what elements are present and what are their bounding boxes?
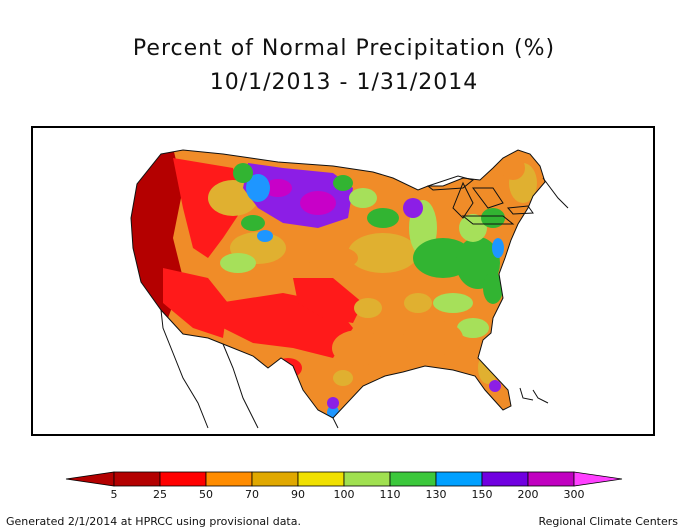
ms-gold bbox=[404, 293, 432, 313]
legend-swatch bbox=[527, 471, 575, 487]
source-credit: Regional Climate Centers bbox=[538, 515, 678, 528]
legend-arrow-left bbox=[65, 471, 115, 487]
legend-swatch bbox=[389, 471, 437, 487]
legend-tick-label: 70 bbox=[245, 488, 259, 501]
pa-green bbox=[481, 208, 505, 228]
florida-purple bbox=[489, 380, 501, 392]
legend-swatch bbox=[113, 471, 161, 487]
legend-swatch bbox=[435, 471, 483, 487]
texas-panhandle-red bbox=[293, 278, 363, 323]
legend-tick-label: 200 bbox=[517, 488, 539, 501]
lake-superior bbox=[426, 175, 475, 191]
lake-michigan bbox=[452, 181, 474, 219]
mt-blue bbox=[246, 174, 270, 202]
rockies-lime bbox=[220, 253, 256, 273]
southeast-orange bbox=[403, 320, 463, 356]
midwest-gold bbox=[348, 233, 418, 273]
legend-colorbar bbox=[65, 471, 623, 487]
base-fill bbox=[131, 150, 545, 418]
montana-magenta bbox=[300, 191, 336, 215]
legend-tick-label: 5 bbox=[110, 488, 118, 501]
precipitation-map bbox=[31, 126, 655, 436]
ga-lime bbox=[457, 318, 489, 338]
california-red bbox=[163, 268, 228, 338]
generated-note: Generated 2/1/2014 at HPRCC using provis… bbox=[6, 515, 301, 528]
legend-swatch bbox=[297, 471, 345, 487]
us-map-svg bbox=[130, 149, 569, 429]
south-tx-gold bbox=[333, 370, 353, 386]
caribbean-island bbox=[532, 389, 549, 404]
dakota-magenta bbox=[264, 179, 292, 197]
state-boundaries bbox=[130, 149, 569, 429]
rockies-green bbox=[241, 215, 265, 231]
tn-lime bbox=[433, 293, 473, 313]
legend-tick-label: 25 bbox=[153, 488, 167, 501]
maine-orange bbox=[501, 156, 525, 180]
lake-erie bbox=[461, 215, 515, 225]
lake-huron bbox=[472, 187, 504, 209]
legend-tick-label: 130 bbox=[425, 488, 447, 501]
legend-swatch bbox=[343, 471, 391, 487]
legend-tick-label: 90 bbox=[291, 488, 305, 501]
mn-lime bbox=[349, 188, 377, 208]
mt-green bbox=[233, 163, 253, 183]
gulf-coast-south bbox=[332, 417, 339, 429]
sw-patch bbox=[274, 358, 302, 378]
legend-tick-label: 110 bbox=[379, 488, 401, 501]
baja-coast bbox=[160, 309, 209, 429]
rio-grande-purple bbox=[327, 397, 339, 409]
legend-arrow-right bbox=[573, 471, 623, 487]
legend-tick-label: 100 bbox=[333, 488, 355, 501]
mexico-coast bbox=[222, 343, 259, 429]
legend-swatch bbox=[159, 471, 207, 487]
legend-swatch bbox=[481, 471, 529, 487]
legend-swatch bbox=[205, 471, 253, 487]
nd-green bbox=[333, 175, 353, 191]
nw-coast-dark bbox=[137, 178, 165, 258]
mn-green bbox=[367, 208, 399, 228]
carolina-green bbox=[483, 272, 503, 304]
map-date-range: 10/1/2013 - 1/31/2014 bbox=[209, 70, 479, 95]
ny-lime bbox=[459, 214, 487, 242]
legend-tick-label: 150 bbox=[471, 488, 493, 501]
precipitation-patches bbox=[131, 150, 545, 418]
map-title: Percent of Normal Precipitation (%) bbox=[132, 36, 556, 61]
michigan-purple bbox=[403, 198, 423, 218]
legend-tick-label: 50 bbox=[199, 488, 213, 501]
us-coastline bbox=[130, 149, 546, 419]
lake-ontario bbox=[507, 205, 534, 215]
legend-tick-label: 300 bbox=[563, 488, 585, 501]
color-legend: 5 25 50 70 90 100 110 130 150 200 300 bbox=[64, 470, 624, 510]
ok-gold bbox=[354, 298, 382, 318]
legend-swatch bbox=[251, 471, 299, 487]
kansas-orange bbox=[308, 246, 358, 270]
coast-blue bbox=[492, 238, 504, 258]
rockies-blue bbox=[257, 230, 273, 242]
nova-scotia bbox=[542, 177, 569, 209]
texas-orange bbox=[332, 330, 384, 366]
bahamas bbox=[519, 387, 534, 401]
